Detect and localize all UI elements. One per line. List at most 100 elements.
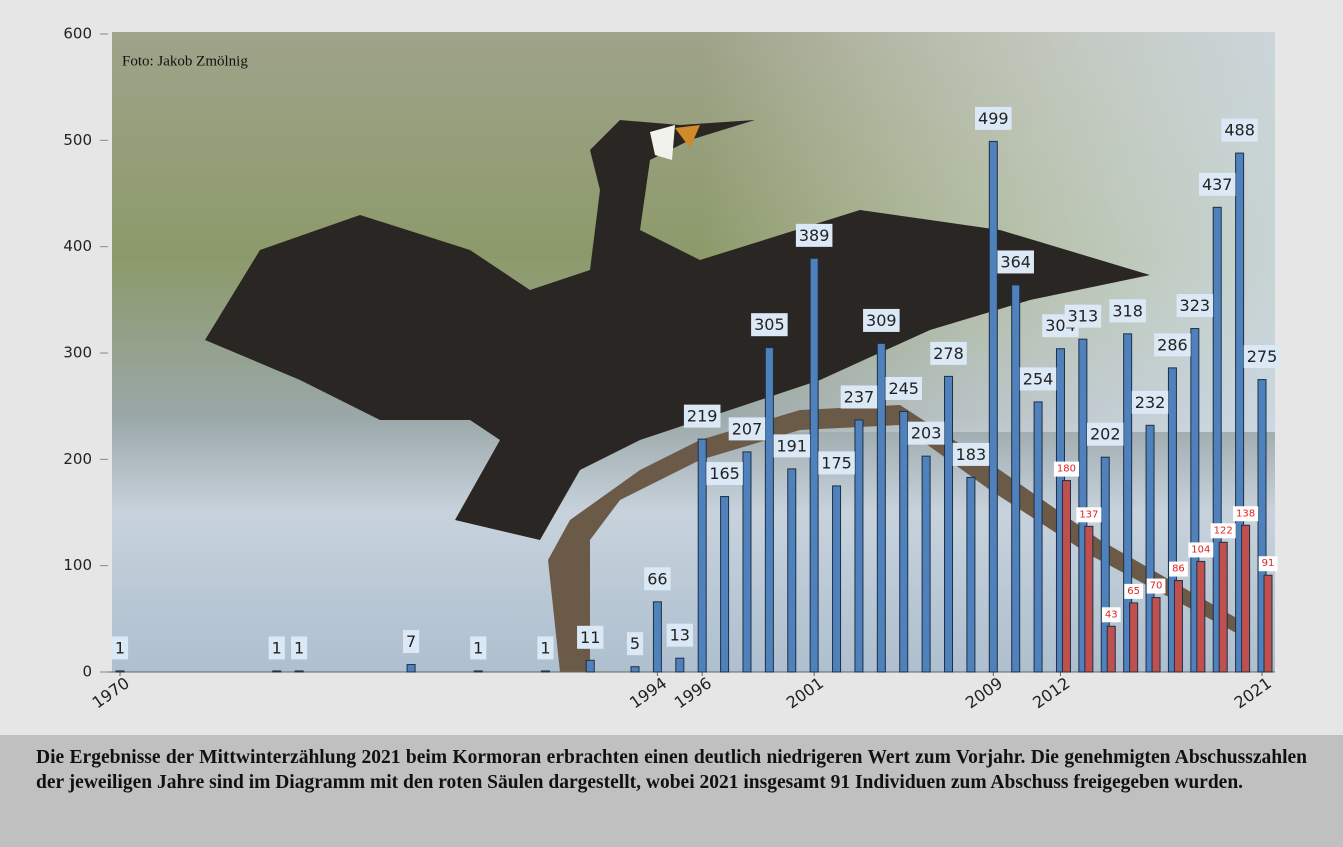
- bar: [653, 602, 661, 672]
- data-label: 13: [670, 626, 690, 645]
- x-tick-label: 1994: [626, 673, 670, 712]
- data-label: 1: [115, 638, 125, 657]
- data-label: 165: [709, 464, 740, 483]
- bar: [1034, 402, 1042, 672]
- data-label: 286: [1157, 335, 1188, 354]
- bar: [1174, 581, 1182, 672]
- bar: [295, 671, 303, 672]
- data-label: 232: [1135, 393, 1166, 412]
- x-tick-label: 1996: [671, 673, 715, 712]
- data-label: 70: [1150, 581, 1163, 592]
- y-tick-label: 400: [63, 237, 92, 255]
- data-label: 364: [1000, 252, 1031, 271]
- bar: [1062, 481, 1070, 672]
- data-label: 137: [1079, 509, 1098, 520]
- bar: [967, 477, 975, 672]
- bar: [1219, 542, 1227, 672]
- data-label: 389: [799, 226, 830, 245]
- caption: Die Ergebnisse der Mittwinterzählung 202…: [0, 735, 1343, 847]
- data-label: 191: [776, 436, 807, 455]
- data-label: 175: [821, 453, 852, 472]
- data-label: 437: [1202, 175, 1233, 194]
- bar: [855, 420, 863, 672]
- data-label: 65: [1127, 586, 1140, 597]
- bar: [765, 348, 773, 672]
- data-label: 180: [1057, 464, 1076, 475]
- x-tick-label: 2009: [962, 673, 1006, 712]
- bar: [407, 665, 415, 672]
- data-label: 275: [1247, 347, 1278, 366]
- y-tick-label: 0: [82, 663, 92, 681]
- data-label: 488: [1224, 121, 1255, 140]
- data-label: 122: [1214, 525, 1233, 536]
- data-label: 1: [473, 638, 483, 657]
- data-label: 278: [933, 344, 964, 363]
- bar: [474, 671, 482, 672]
- page: Foto: Jakob Zmölnig 0 100 200 300 400 500 600 1…: [0, 0, 1343, 847]
- bar: [1107, 626, 1115, 672]
- bar: [1152, 598, 1160, 672]
- bar: [676, 658, 684, 672]
- data-label: 318: [1112, 301, 1143, 320]
- bar: [631, 667, 639, 672]
- bar: [743, 452, 751, 672]
- bar: [788, 469, 796, 672]
- data-label: 91: [1262, 558, 1275, 569]
- data-label: 207: [732, 419, 763, 438]
- data-label: 254: [1023, 369, 1054, 388]
- y-tick-label: 600: [63, 25, 92, 43]
- y-tick-label: 200: [63, 450, 92, 468]
- photo-credit: Foto: Jakob Zmölnig: [122, 53, 248, 69]
- bar: [810, 258, 818, 672]
- data-label: 138: [1236, 508, 1255, 519]
- data-label: 11: [580, 628, 600, 647]
- x-tick-label: 1970: [89, 673, 133, 712]
- data-label: 183: [956, 445, 987, 464]
- data-label: 7: [406, 632, 416, 651]
- photo: [112, 32, 1275, 672]
- data-label: 237: [844, 387, 875, 406]
- data-label: 203: [911, 424, 942, 443]
- data-label: 104: [1191, 544, 1210, 555]
- bar: [721, 497, 729, 672]
- y-tick-label: 100: [63, 556, 92, 574]
- y-tick-label: 300: [63, 344, 92, 362]
- data-label: 245: [888, 379, 919, 398]
- bar: [698, 439, 706, 672]
- data-label: 86: [1172, 564, 1185, 575]
- data-label: 43: [1105, 609, 1118, 620]
- data-label: 1: [294, 638, 304, 657]
- bar: [1085, 526, 1093, 672]
- data-label: 305: [754, 315, 785, 334]
- bar: [1130, 603, 1138, 672]
- bar: [1012, 285, 1020, 672]
- bar: [900, 411, 908, 672]
- chart: Foto: Jakob Zmölnig 0 100 200 300 400 500 600 1…: [0, 0, 1343, 735]
- bar: [922, 456, 930, 672]
- data-label: 66: [647, 569, 667, 588]
- bar: [1197, 561, 1205, 672]
- bar: [1242, 525, 1250, 672]
- bar: [877, 343, 885, 672]
- data-label: 202: [1090, 425, 1121, 444]
- y-tick-label: 500: [63, 131, 92, 149]
- bar: [541, 671, 549, 672]
- bar: [833, 486, 841, 672]
- data-label: 323: [1180, 296, 1211, 315]
- bar: [273, 671, 281, 672]
- x-tick-label: 2021: [1231, 673, 1275, 712]
- data-label: 1: [272, 638, 282, 657]
- bar: [945, 376, 953, 672]
- data-label: 499: [978, 109, 1009, 128]
- x-tick-label: 2001: [783, 673, 827, 712]
- data-label: 313: [1068, 307, 1099, 326]
- data-label: 5: [630, 634, 640, 653]
- x-tick-label: 2012: [1029, 673, 1073, 712]
- data-label: 309: [866, 311, 897, 330]
- data-label: 1: [540, 638, 550, 657]
- bar: [586, 660, 594, 672]
- bar: [116, 671, 124, 672]
- bar: [989, 141, 997, 672]
- data-label: 219: [687, 407, 718, 426]
- bar: [1264, 575, 1272, 672]
